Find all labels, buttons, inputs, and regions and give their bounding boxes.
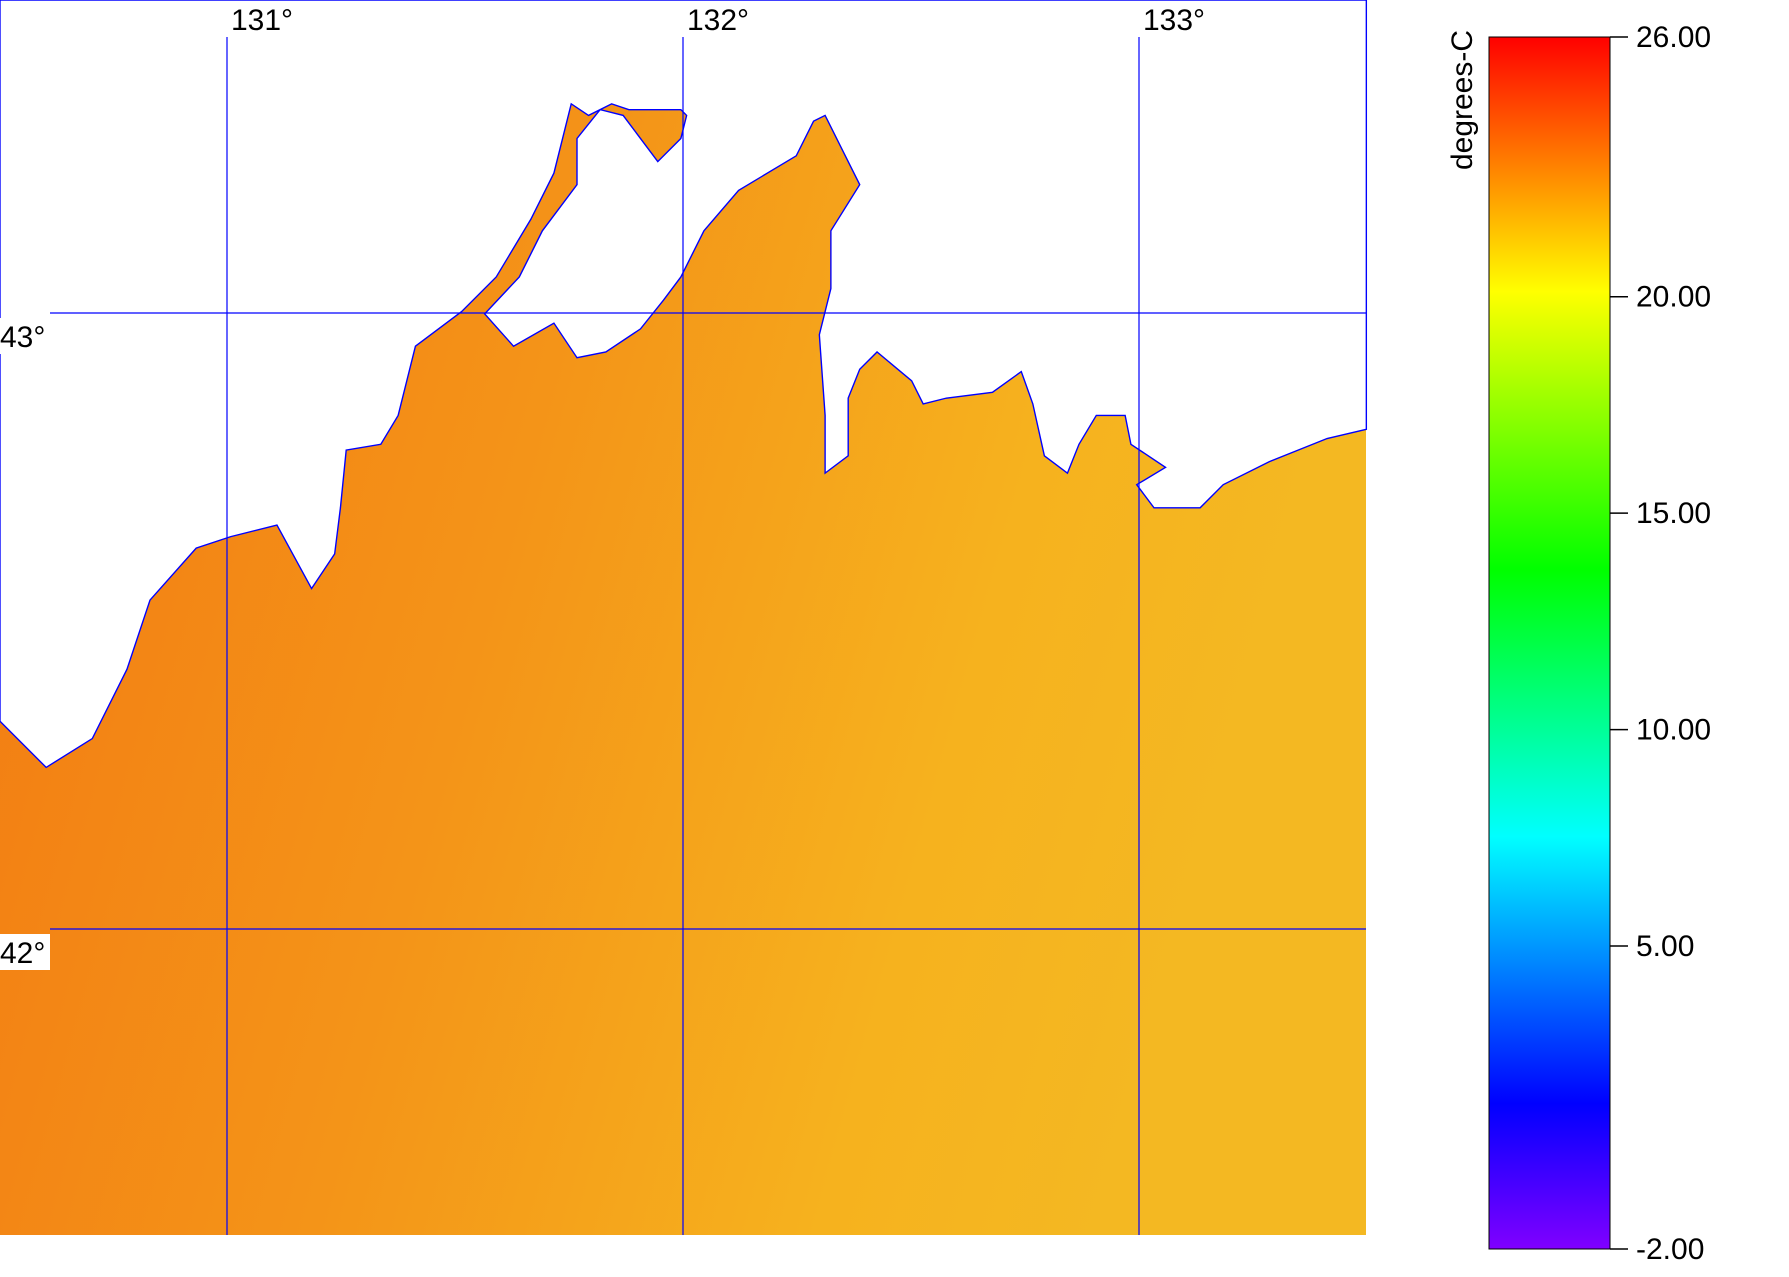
land-group [0,0,1368,769]
latitude-label: 43° [0,321,45,354]
colorbar-tick-label: 10.00 [1636,714,1711,747]
label-background [0,934,50,970]
latitude-label: 42° [0,937,45,970]
map: 131° 132° 133° 43° 42° [0,0,1368,1235]
longitude-label: 132° [687,4,749,37]
colorbar-ticks: 26.00 20.00 15.00 10.00 5.00 -2.00 [1610,21,1711,1266]
longitude-label: 133° [1143,4,1205,37]
colorbar-tick-label: 20.00 [1636,281,1711,314]
longitude-label: 131° [231,4,293,37]
colorbar [1488,36,1611,1250]
label-background [0,318,50,354]
graticule: 131° 132° 133° 43° 42° [0,4,1366,1235]
colorbar-title: degrees-C [1446,30,1479,170]
land [0,0,1368,769]
colorbar-tick-label: 15.00 [1636,497,1711,530]
colorbar-tick-label: -2.00 [1636,1233,1704,1266]
colorbar-tick-label: 26.00 [1636,21,1711,54]
colorbar-tick-label: 5.00 [1636,930,1694,963]
